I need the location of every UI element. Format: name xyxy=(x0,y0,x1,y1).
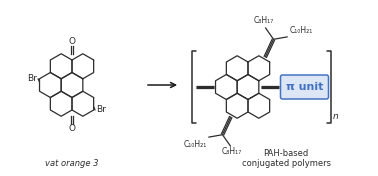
Text: PAH-based
conjugated polymers: PAH-based conjugated polymers xyxy=(242,149,331,168)
Text: C₁₀H₂₁: C₁₀H₂₁ xyxy=(183,140,207,149)
Text: O: O xyxy=(68,124,76,133)
Text: Br: Br xyxy=(27,74,37,83)
Text: C₈H₁₇: C₈H₁₇ xyxy=(253,16,274,25)
Text: n: n xyxy=(333,112,338,121)
Text: O: O xyxy=(68,37,76,46)
Text: π unit: π unit xyxy=(286,82,323,92)
Text: C₈H₁₇: C₈H₁₇ xyxy=(222,147,242,156)
Text: C₁₀H₂₁: C₁₀H₂₁ xyxy=(289,26,313,35)
Text: vat orange 3: vat orange 3 xyxy=(45,159,99,168)
FancyBboxPatch shape xyxy=(280,75,328,99)
Text: Br: Br xyxy=(96,105,106,115)
